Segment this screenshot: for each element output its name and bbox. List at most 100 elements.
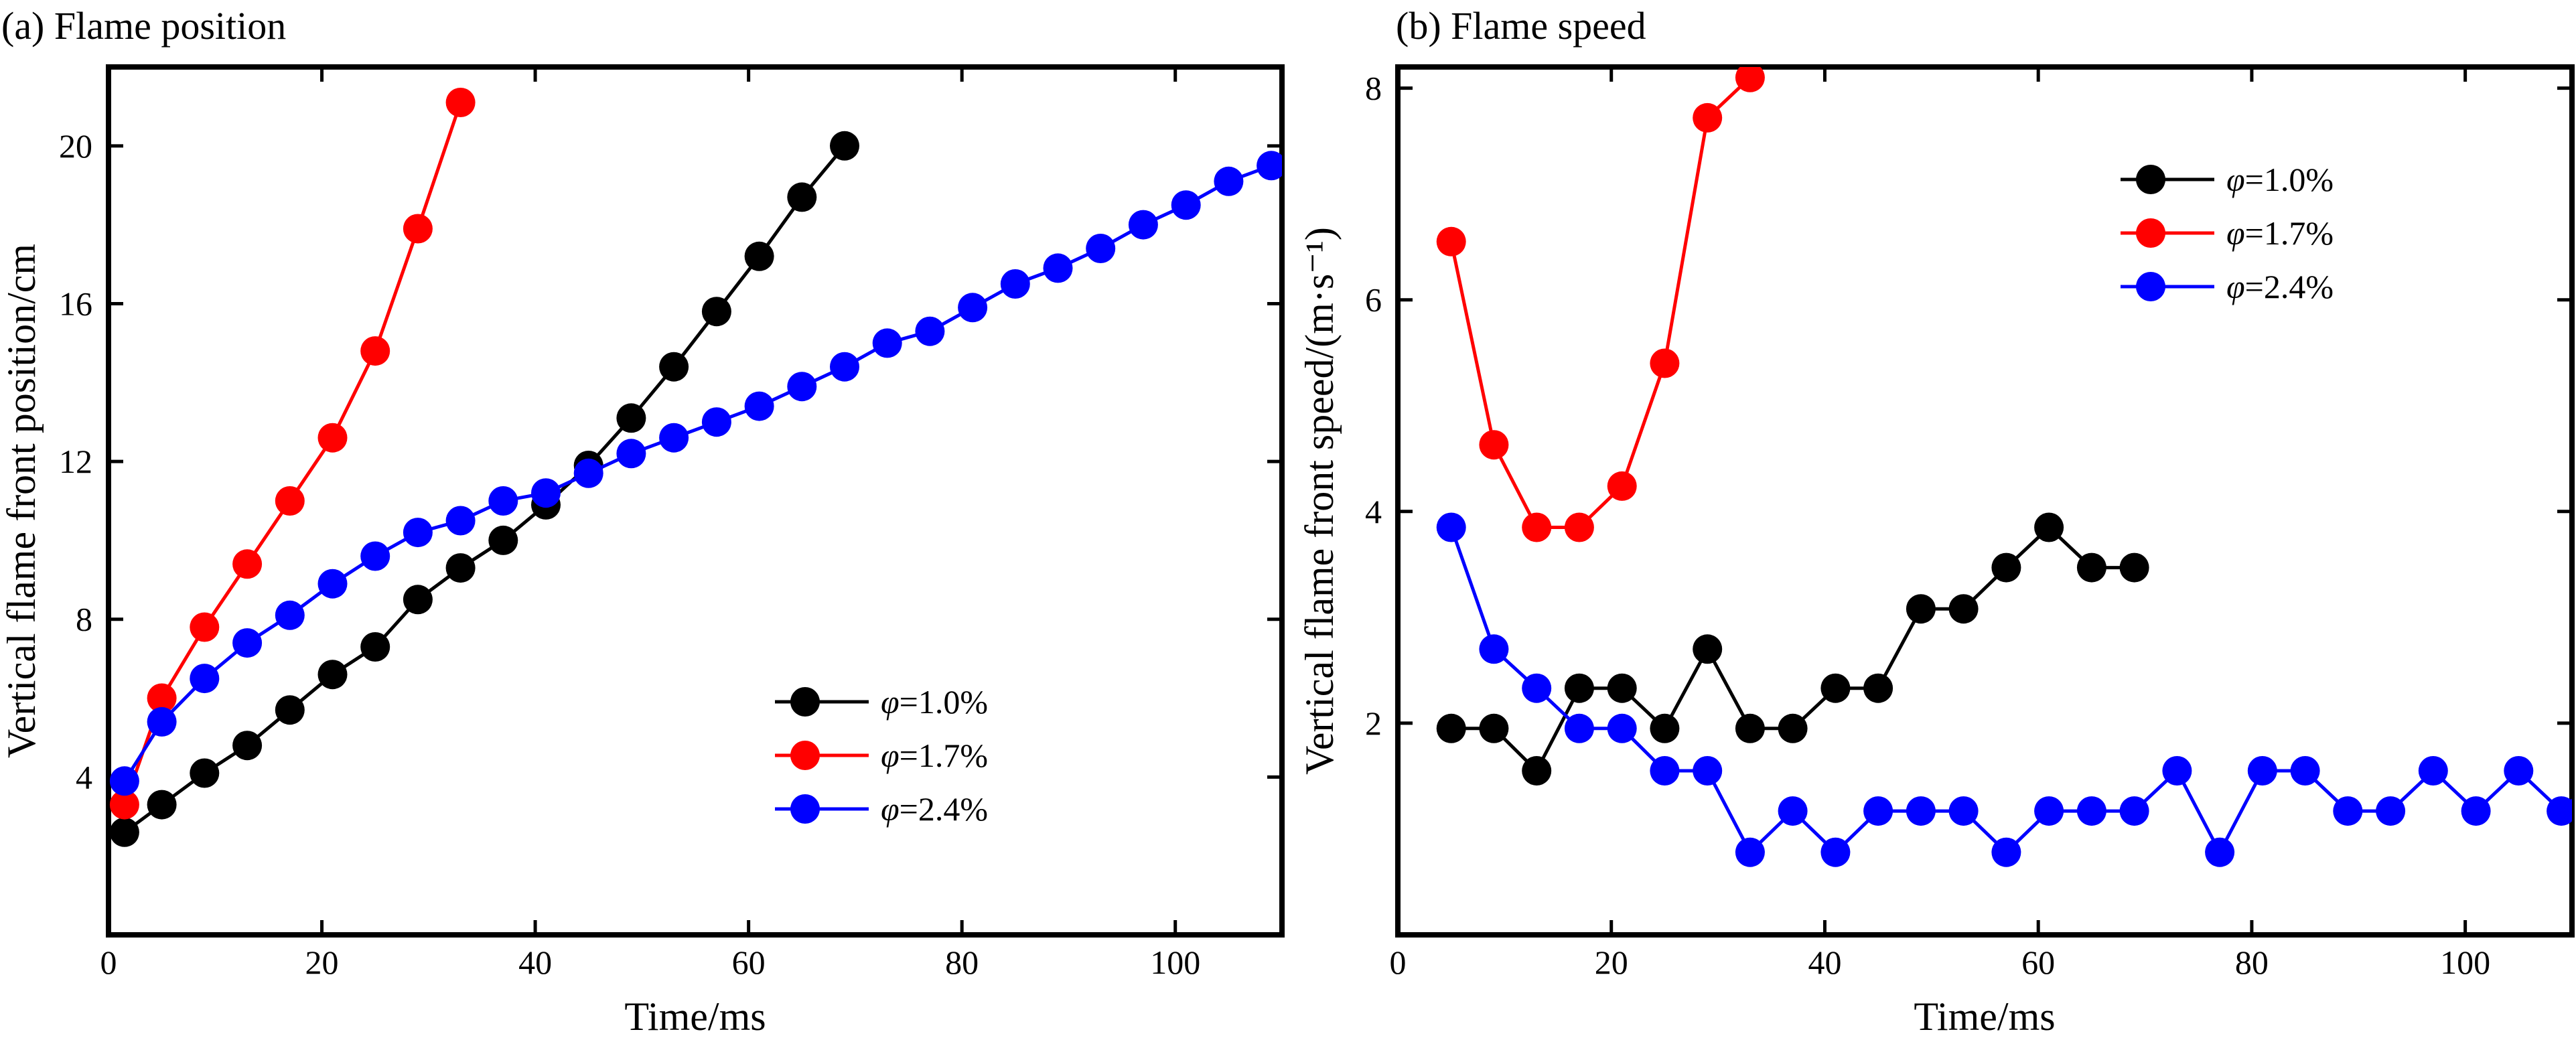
data-point [1479, 713, 1509, 743]
x-axis-label: Time/ms [1914, 994, 2055, 1039]
data-point [1436, 713, 1466, 743]
legend-item-phi-2-4: φ=2.4% [775, 790, 988, 828]
y-tick-label: 8 [1365, 70, 1382, 107]
x-tick-label: 20 [1595, 944, 1628, 981]
data-point [445, 553, 476, 583]
data-point [1906, 796, 1936, 826]
chart-panel-a: (a) Flame position 0 20 40 60 80 10048121620 … [0, 4, 1285, 1039]
legend-marker [790, 741, 820, 770]
data-point [232, 731, 263, 761]
series-2 [109, 88, 476, 820]
y-tick-label: 6 [1365, 281, 1382, 319]
data-point [1693, 634, 1723, 664]
legend-label: φ=1.0% [2226, 161, 2334, 198]
data-point [147, 706, 177, 737]
x-tick-label: 40 [1808, 944, 1841, 981]
data-point [1735, 713, 1765, 743]
data-point [1564, 673, 1594, 703]
x-tick-label: 0 [100, 944, 117, 981]
x-tick-label: 80 [945, 944, 979, 981]
series-line [123, 145, 846, 834]
legend-marker [2136, 218, 2165, 248]
x-tick-label: 0 [1390, 944, 1407, 981]
chart-panel-b: (b) Flame speed 0 20 40 60 80 100 2 4 6 8 φ=1.0% … [1297, 4, 2575, 1039]
data-point [2418, 756, 2448, 786]
data-point [1820, 673, 1851, 703]
data-point [1043, 253, 1073, 283]
series-line [1449, 526, 2572, 856]
series-1 [1436, 512, 2149, 786]
data-point [2333, 796, 2363, 826]
legend-item-phi-1-7: φ=1.7% [775, 737, 988, 774]
legend-marker [790, 794, 820, 824]
data-point [2247, 756, 2277, 786]
legend-label: φ=2.4% [2226, 268, 2334, 305]
legend-label: φ=1.7% [2226, 214, 2334, 252]
data-point [2076, 552, 2106, 583]
data-point [232, 549, 263, 579]
data-point [744, 241, 774, 271]
legend: φ=1.0% φ=1.7% φ=2.4% [775, 683, 988, 828]
y-axis-label: Vertical flame front speed/(m·s⁻¹) [1297, 227, 1342, 775]
data-point [1778, 796, 1808, 826]
y-tick-label: 20 [59, 127, 92, 165]
data-point [1778, 713, 1808, 743]
y-tick-label: 2 [1365, 704, 1382, 742]
data-point [1650, 713, 1680, 743]
x-axis-label: Time/ms [624, 994, 766, 1039]
data-point [1479, 634, 1509, 664]
data-point [275, 486, 305, 516]
series-1 [109, 131, 859, 847]
data-point [1607, 471, 1637, 501]
legend-item-phi-2-4: φ=2.4% [2121, 268, 2334, 305]
chart-title: (b) Flame speed [1396, 4, 1646, 48]
data-point [1214, 166, 1244, 196]
data-point [1522, 512, 1552, 542]
data-point [1906, 594, 1936, 624]
data-point [2547, 796, 2572, 826]
series-layer [1436, 67, 2572, 867]
x-tick-label: 60 [2021, 944, 2055, 981]
data-point [616, 439, 646, 469]
data-point [1735, 67, 1765, 92]
x-tick-label: 40 [518, 944, 552, 981]
data-point [1436, 512, 1466, 542]
legend-marker [2136, 165, 2165, 194]
data-point [190, 758, 220, 788]
data-point [701, 407, 731, 437]
data-point [109, 766, 139, 796]
data-point [232, 628, 263, 658]
data-point [1522, 673, 1552, 703]
series-2 [1436, 67, 1765, 542]
data-point [573, 458, 603, 488]
data-point [1171, 190, 1201, 220]
data-point [317, 660, 348, 690]
data-point [659, 423, 689, 453]
data-point [830, 352, 859, 382]
legend-label: φ=1.7% [881, 737, 988, 774]
plot-frame [1395, 64, 2575, 938]
data-point [531, 478, 561, 508]
y-axis-label: Vertical flame front position/cm [0, 244, 44, 758]
data-point [787, 182, 817, 212]
data-point [1522, 756, 1552, 786]
data-point [2034, 512, 2064, 542]
data-point [701, 297, 731, 327]
data-point [1086, 234, 1116, 263]
data-point [445, 506, 476, 536]
data-point [147, 790, 177, 820]
data-point [1564, 713, 1594, 743]
data-point [1863, 673, 1893, 703]
data-point [1735, 837, 1765, 867]
legend-item-phi-1-0: φ=1.0% [2121, 161, 2334, 198]
y-tick-label: 12 [59, 443, 92, 480]
data-point [190, 612, 220, 642]
data-point [1000, 269, 1030, 299]
data-point [317, 569, 348, 599]
legend-item-phi-1-7: φ=1.7% [2121, 214, 2334, 252]
data-point [2119, 796, 2149, 826]
y-tick-label: 8 [76, 601, 92, 638]
data-point [2034, 796, 2064, 826]
data-point [1564, 512, 1594, 542]
